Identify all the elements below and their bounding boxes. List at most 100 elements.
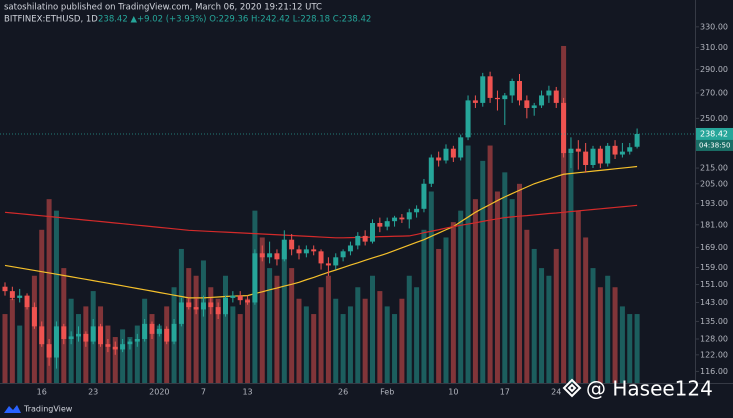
y-tick-label: 143.00 (700, 298, 728, 307)
candle-body (9, 291, 15, 298)
candle-body (112, 346, 118, 350)
y-tick-label: 290.00 (700, 65, 728, 74)
candle-body (318, 251, 324, 264)
x-tick-label: 16 (37, 388, 47, 397)
candle-body (561, 102, 567, 154)
volume-bar (597, 287, 603, 383)
y-tick-label: 205.00 (700, 179, 728, 188)
volume-bar (76, 314, 81, 383)
candle-body (347, 245, 353, 252)
candle-body (311, 249, 317, 252)
volume-bar (17, 325, 23, 383)
volume-bar (318, 287, 324, 383)
volume-bar (31, 275, 37, 383)
volume-bar (274, 275, 280, 383)
volume-bar (539, 268, 545, 383)
x-tick-label: 10 (448, 388, 458, 397)
candle-body (303, 249, 309, 254)
volume-bar (237, 314, 243, 383)
candle-body (340, 251, 346, 258)
candle-body (627, 147, 633, 152)
candle-body (575, 148, 581, 152)
y-tick-label: 250.00 (700, 114, 728, 123)
y-tick-label: 116.00 (700, 367, 728, 376)
candle-body (39, 326, 45, 345)
candle-body (223, 297, 228, 315)
volume-bar (531, 248, 537, 383)
candle-body (414, 208, 420, 213)
candle-body (362, 235, 368, 242)
y-tick-label: 215.00 (700, 164, 728, 173)
candle-body (355, 235, 361, 246)
volume-bar (406, 275, 412, 383)
candle-body (267, 253, 273, 258)
volume-bar (494, 191, 500, 383)
candle-body (370, 222, 375, 242)
x-tick-label: 13 (242, 388, 252, 397)
volume-bar (303, 306, 309, 383)
volume-bar (120, 329, 126, 383)
candle-body (377, 222, 383, 227)
volume-bar (458, 210, 464, 383)
x-tick-label: 7 (201, 388, 206, 397)
volume-bar (384, 306, 390, 383)
volume-bar (399, 298, 405, 383)
candle-body (68, 336, 74, 339)
candle-body (90, 326, 96, 342)
candle-body (17, 295, 23, 298)
diamond-inner (567, 383, 577, 393)
volume-bar (619, 306, 625, 383)
volume-bar (39, 229, 45, 383)
x-tick-label: 17 (500, 388, 510, 397)
volume-bar (245, 298, 251, 383)
volume-bar (296, 298, 302, 383)
candle-body (105, 344, 111, 347)
volume-bar (502, 172, 508, 383)
candle-body (2, 286, 8, 292)
candle-body (156, 328, 162, 334)
candle-body (149, 323, 155, 334)
volume-bar (605, 275, 611, 383)
volume-bar (472, 199, 478, 383)
volume-bar (487, 145, 493, 383)
countdown-box (696, 139, 733, 151)
volume-bar (186, 268, 192, 383)
candle-body (164, 328, 170, 342)
volume-bar (223, 275, 228, 383)
watermark: @ Hasee124 (586, 377, 713, 401)
candle-body (392, 217, 398, 222)
candle-body (421, 183, 427, 209)
volume-bar (553, 248, 559, 383)
footer (0, 400, 733, 418)
candle-body (31, 307, 37, 327)
candle-body (399, 217, 405, 220)
candle-body (480, 76, 486, 103)
volume-bar (134, 325, 140, 383)
candle-body (406, 212, 412, 220)
volume-bar (215, 298, 221, 383)
volume-bar (281, 248, 287, 383)
candle-body (612, 145, 618, 155)
candle-body (83, 333, 89, 342)
candle-body (237, 295, 243, 301)
candle-body (465, 100, 471, 138)
candle-body (142, 323, 148, 339)
candle-body (487, 76, 493, 98)
quote: 238.42 ▲+9.02 (+3.93%) O:229.36 H:242.42… (98, 15, 371, 25)
x-tick-label: 26 (338, 388, 348, 397)
volume-bar (156, 325, 162, 383)
volume-bar (443, 237, 449, 383)
candle-body (134, 338, 140, 342)
candle-body (193, 307, 199, 310)
y-tick-label: 193.00 (700, 199, 728, 208)
candle-body (252, 253, 258, 303)
candle-body (634, 133, 640, 147)
candle-body (98, 326, 104, 345)
last-price-label: 238.42 (700, 129, 728, 138)
candle-body (24, 295, 30, 308)
logo-icon (4, 405, 21, 413)
last-price-box (696, 127, 733, 140)
moving-average (4, 204, 638, 239)
candle-body (171, 323, 177, 342)
